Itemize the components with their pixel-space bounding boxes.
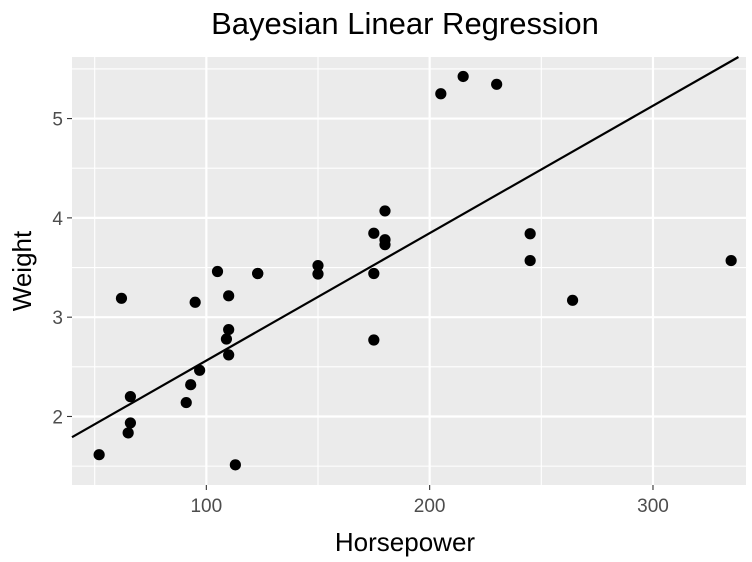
x-tick-label: 300 [637,496,669,517]
data-point [124,391,136,403]
y-tick-label: 4 [52,209,63,230]
x-axis-title: Horsepower [335,527,476,557]
chart-title: Bayesian Linear Regression [211,6,599,41]
data-point [115,292,128,304]
data-point [223,349,235,361]
data-point [368,334,380,346]
data-point [524,228,536,240]
x-tick-label: 100 [190,496,222,517]
data-point [189,296,201,308]
data-point [211,265,224,278]
y-axis-title: Weight [7,230,37,311]
x-axis-ticks: 100 200 300 [190,485,669,517]
data-point [524,254,536,267]
data-point [457,70,469,83]
y-tick-label: 2 [52,407,63,428]
data-point [229,459,241,471]
data-point [368,227,380,239]
data-point [725,254,737,267]
data-point [379,205,391,217]
y-tick-label: 3 [52,308,63,329]
data-point [122,427,134,439]
regression-line [71,56,739,439]
x-tick-label: 200 [414,496,446,517]
minor-gridlines [72,57,746,485]
data-point [435,88,447,100]
plot-panel [72,57,746,485]
data-point [223,290,235,302]
major-gridlines [72,57,746,485]
data-point [223,323,235,336]
y-axis-ticks: 2 3 4 5 [52,110,72,428]
data-point [220,333,233,345]
data-point [379,234,391,246]
data-point [566,294,579,306]
data-point [312,268,324,280]
data-point [185,379,197,391]
data-points [93,70,737,471]
data-point [124,417,136,429]
data-point [93,449,105,461]
data-point [252,267,264,280]
data-point [368,267,380,280]
data-point [491,78,503,90]
data-point [180,396,192,409]
y-tick-label: 5 [52,110,63,131]
data-point [194,364,206,376]
data-point [312,259,324,272]
